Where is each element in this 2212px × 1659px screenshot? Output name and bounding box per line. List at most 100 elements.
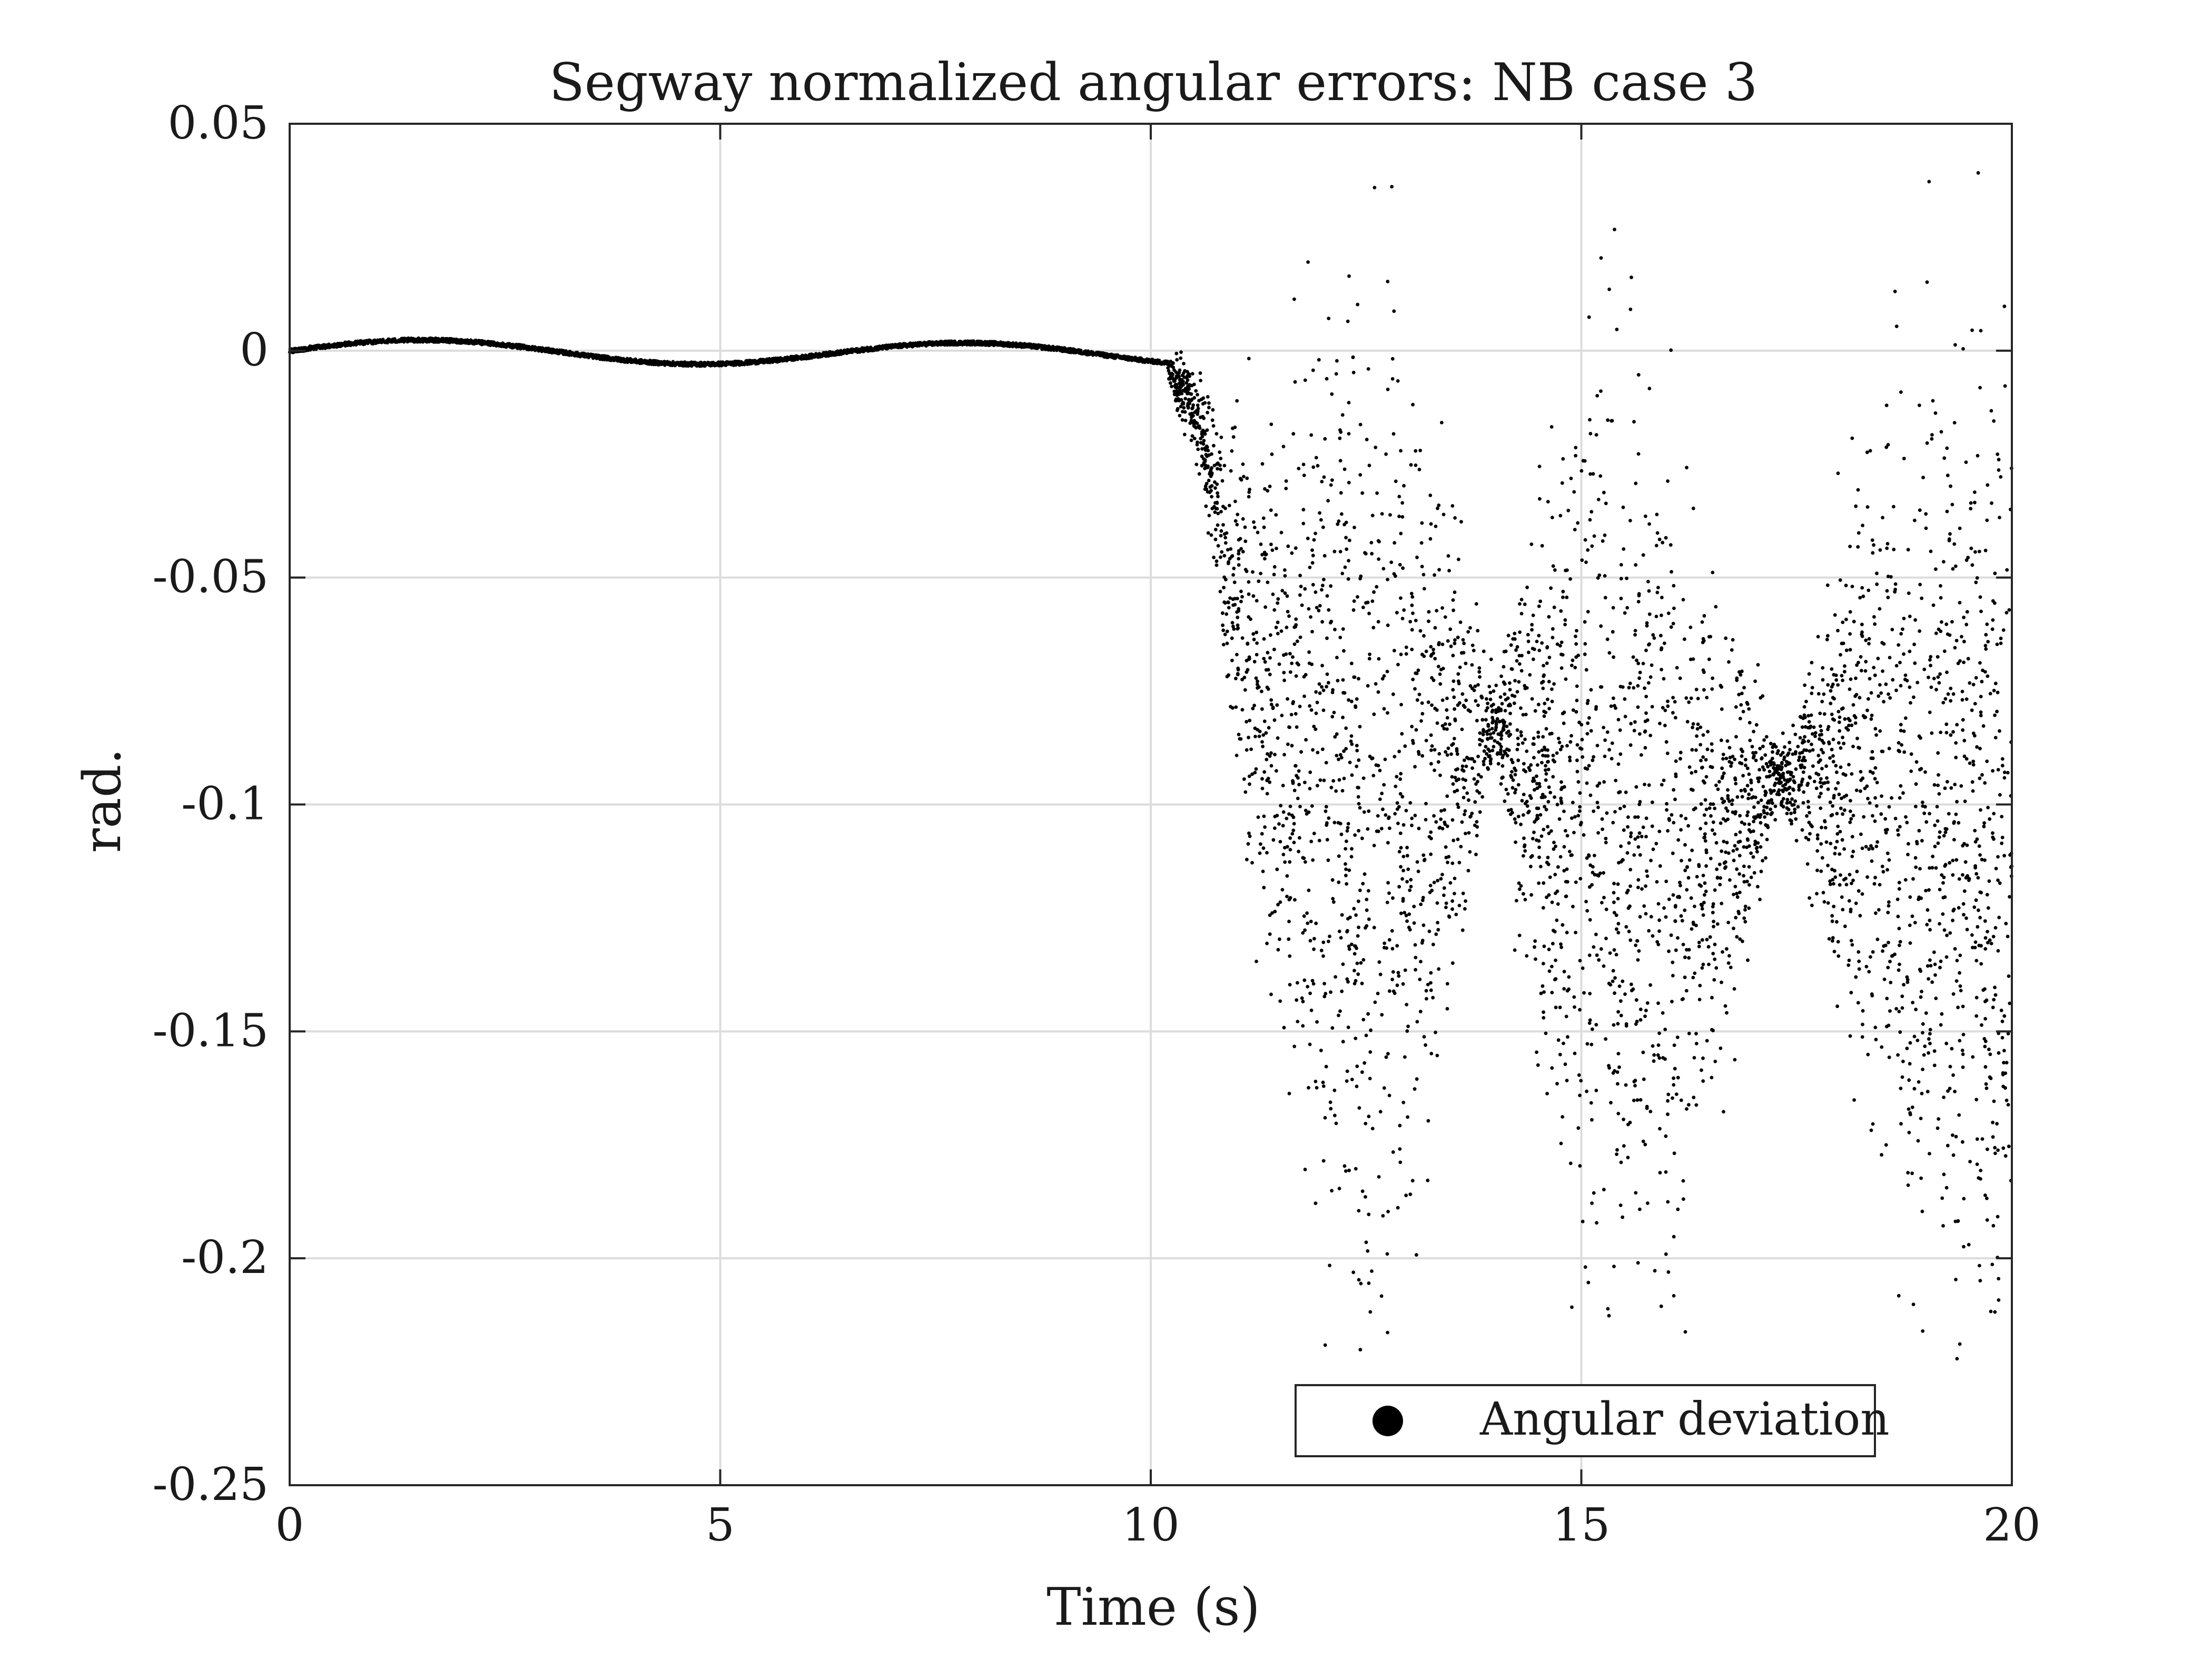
data-point	[1189, 438, 1193, 442]
data-point	[1609, 1101, 1613, 1105]
data-point	[1740, 754, 1744, 758]
data-point	[1645, 718, 1650, 722]
data-point	[1437, 503, 1441, 507]
data-point	[1272, 572, 1276, 577]
data-point	[1977, 943, 1981, 947]
data-point	[1179, 356, 1183, 360]
data-point	[1815, 868, 1819, 872]
data-point	[1843, 717, 1847, 721]
data-point	[1827, 937, 1831, 941]
data-point	[1445, 696, 1449, 700]
data-point	[1812, 779, 1816, 784]
data-point	[1329, 584, 1333, 588]
data-point	[1450, 504, 1455, 508]
data-point	[1648, 1110, 1653, 1113]
data-point	[1231, 573, 1236, 577]
data-point	[1523, 843, 1527, 847]
data-point	[1537, 839, 1541, 843]
data-point	[1850, 854, 1854, 858]
data-point	[1628, 938, 1633, 942]
data-point	[1486, 766, 1490, 770]
data-point	[1697, 883, 1702, 887]
data-point	[1742, 686, 1746, 689]
data-point	[2000, 1036, 2004, 1040]
data-point	[1317, 358, 1321, 362]
data-point	[1561, 589, 1565, 594]
data-point	[1458, 665, 1462, 669]
data-point	[1466, 708, 1470, 712]
data-point	[1656, 1001, 1660, 1005]
data-point	[1672, 821, 1676, 825]
data-point	[2003, 1154, 2008, 1158]
data-point	[1934, 631, 1938, 635]
data-point	[1332, 1088, 1337, 1092]
data-point	[1902, 652, 1906, 656]
data-point	[1978, 1279, 1982, 1283]
data-point	[1834, 787, 1838, 791]
data-point	[1993, 713, 1997, 717]
data-point	[1312, 832, 1316, 835]
data-point	[1531, 614, 1535, 617]
data-point	[1402, 483, 1406, 488]
data-point	[1807, 720, 1811, 724]
data-point	[1399, 449, 1403, 453]
data-point	[1867, 637, 1871, 641]
data-point	[1721, 757, 1725, 761]
data-point	[1568, 577, 1573, 581]
data-point	[1240, 595, 1244, 599]
data-point	[1867, 588, 1871, 592]
data-point	[1592, 809, 1596, 813]
data-point	[1607, 651, 1612, 655]
data-point	[1809, 823, 1813, 827]
data-point	[1961, 1004, 1965, 1009]
data-point	[1304, 738, 1308, 742]
data-point	[1637, 831, 1642, 835]
data-point	[1536, 763, 1539, 767]
data-point	[1628, 308, 1633, 311]
data-point	[1286, 845, 1289, 849]
data-point	[1287, 920, 1291, 923]
data-point	[1624, 790, 1628, 794]
data-point	[1934, 996, 1938, 1000]
data-point	[1540, 544, 1544, 548]
data-point	[1681, 598, 1685, 601]
data-point	[1463, 907, 1467, 911]
data-point	[1478, 675, 1482, 679]
data-point	[1952, 542, 1957, 546]
data-point	[1691, 506, 1695, 510]
data-point	[1384, 813, 1388, 817]
data-point	[1413, 1087, 1417, 1091]
data-point	[1700, 620, 1704, 624]
data-point	[1851, 703, 1855, 707]
data-point	[1513, 791, 1517, 795]
data-point	[1883, 817, 1888, 821]
data-point	[1395, 801, 1399, 805]
data-point	[1860, 623, 1864, 627]
data-point	[1352, 599, 1356, 603]
data-point	[1515, 898, 1518, 903]
data-point	[1547, 655, 1552, 659]
data-point	[1899, 1122, 1903, 1126]
data-point	[1650, 705, 1654, 709]
data-point	[1247, 615, 1251, 619]
data-point	[1634, 481, 1638, 486]
data-point	[1635, 1098, 1640, 1102]
data-point	[1365, 438, 1369, 441]
data-point	[1219, 436, 1223, 439]
data-point	[1841, 678, 1845, 683]
data-point	[1360, 981, 1364, 985]
data-point	[1792, 803, 1796, 807]
data-point	[1938, 887, 1942, 892]
data-point	[1701, 755, 1705, 759]
data-point	[1470, 766, 1475, 770]
data-point	[1259, 571, 1263, 576]
data-point	[1219, 534, 1223, 538]
data-point	[1924, 888, 1928, 893]
data-point	[2007, 608, 2011, 612]
data-point	[1946, 692, 1950, 696]
data-point	[1536, 735, 1540, 739]
data-point	[1581, 966, 1585, 970]
data-point	[2001, 1146, 2006, 1150]
data-point	[1857, 967, 1861, 971]
data-point	[1327, 317, 1331, 320]
